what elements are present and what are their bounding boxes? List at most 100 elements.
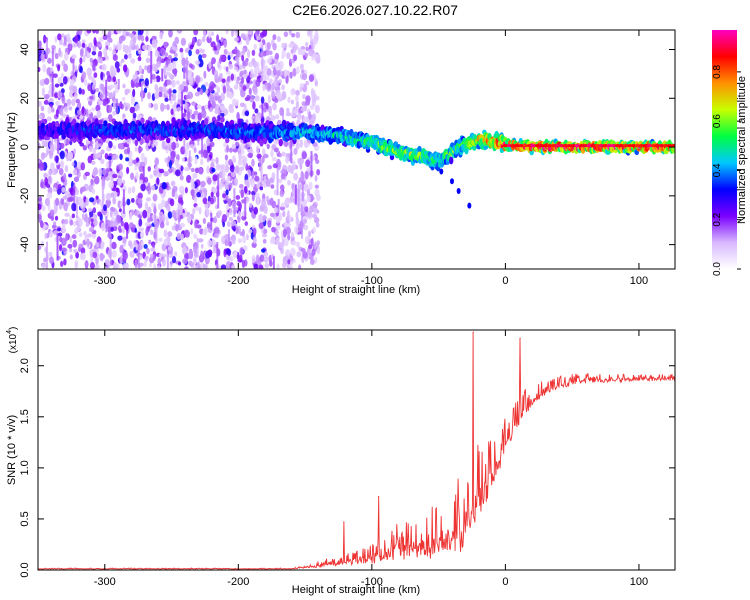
- spectrogram-noise-cell: [228, 63, 234, 70]
- spectrogram-noise-cell: [38, 100, 42, 107]
- spectrogram-noise-cell: [192, 207, 196, 215]
- spectrogram-noise-streak: [166, 254, 169, 269]
- spectrogram-noise-cell: [107, 114, 113, 123]
- spectrogram-noise-cell: [224, 109, 229, 115]
- spectrogram-noise-cell: [73, 160, 78, 169]
- spectrogram-noise-cell: [214, 108, 220, 115]
- spectrogram-noise-cell: [114, 191, 118, 197]
- spectrogram-noise-cell: [234, 37, 240, 42]
- spectrogram-noise-cell: [174, 191, 178, 200]
- spectrogram-noise-cell: [259, 254, 265, 262]
- spectrogram-noise-cell: [233, 66, 239, 71]
- spectrogram-noise-cell: [121, 58, 125, 63]
- spectrogram-noise-cell: [267, 220, 272, 228]
- spectrogram-noise-cell: [81, 213, 85, 221]
- spectrogram-noise-cell: [214, 96, 219, 101]
- spectrogram-noise-cell: [181, 157, 185, 162]
- spectrogram-noise-streak: [72, 59, 75, 77]
- spectrogram-noise-cell: [194, 167, 200, 174]
- spectrogram-noise-cell: [270, 149, 274, 158]
- spectrogram-noise-cell: [135, 44, 139, 52]
- spectrogram-noise-cell: [154, 49, 159, 57]
- snr-y-tick-label: 0.0: [19, 562, 31, 577]
- spectrogram-noise-cell: [140, 152, 145, 162]
- spectrogram-noise-cell: [299, 159, 304, 165]
- spectrogram-noise-cell: [260, 248, 266, 253]
- spectrogram-noise-cell: [283, 31, 289, 38]
- spectrogram-noise-cell: [127, 146, 131, 155]
- spectrogram-noise-cell: [163, 104, 168, 110]
- spectrogram-noise-cell: [156, 61, 161, 68]
- spectrogram-noise-cell: [271, 172, 276, 180]
- spectrogram-noise-cell: [296, 251, 302, 258]
- spectrogram-noise-cell: [263, 65, 269, 71]
- spectrogram-noise-cell: [72, 239, 78, 248]
- spectrogram-noise-cell: [147, 182, 151, 192]
- spectrogram-noise-cell: [264, 207, 268, 215]
- spectrogram-noise-cell: [108, 84, 115, 89]
- spectrogram-noise-cell: [174, 251, 178, 257]
- spectrogram-noise-cell: [252, 227, 257, 237]
- spectrogram-noise-cell: [269, 78, 273, 84]
- spectrogram-noise-cell: [72, 169, 78, 176]
- spectrogram-noise-cell: [134, 259, 138, 269]
- spectrogram-noise-cell: [290, 247, 296, 257]
- spectrogram-noise-cell: [81, 71, 87, 80]
- spectrogram-noise-cell: [264, 263, 270, 269]
- spectrogram-noise-cell: [130, 172, 135, 180]
- spectrogram-noise-cell: [75, 226, 81, 232]
- spectrogram-noise-cell: [61, 247, 67, 252]
- spectrogram-noise-cell: [145, 226, 149, 236]
- spectrogram-noise-cell: [54, 83, 60, 88]
- spectrogram-noise-cell: [95, 87, 100, 93]
- spectrogram-noise-cell: [75, 251, 79, 259]
- spectrogram-noise-cell: [272, 163, 279, 169]
- spectrogram-noise-cell: [274, 52, 280, 60]
- spectrogram-noise-cell: [259, 31, 266, 37]
- spectrogram-noise-cell: [254, 108, 259, 114]
- spectrogram-noise-cell: [41, 205, 46, 212]
- spectrogram-noise-cell: [112, 76, 116, 83]
- spectrogram-noise-cell: [100, 83, 105, 91]
- spectrogram-noise-cell: [183, 252, 190, 261]
- spectrogram-y-axis-label: Frequency (Hz): [6, 112, 18, 188]
- colorbar-gradient: [712, 30, 737, 269]
- spectrogram-noise-cell: [67, 151, 74, 160]
- snr-y-tick-label: 0.5: [19, 511, 31, 526]
- spectrogram-noise-cell: [117, 235, 123, 241]
- spectrogram-noise-cell: [94, 176, 100, 185]
- spectrogram-noise-cell: [180, 52, 184, 60]
- spectrogram-noise-cell: [189, 262, 195, 267]
- spectrogram-noise-cell: [274, 207, 279, 214]
- spectrogram-noise-cell: [222, 169, 226, 179]
- spectrogram-noise-cell: [228, 107, 235, 114]
- spectrogram-noise-cell: [297, 224, 302, 233]
- snr-x-tick-label: 0: [502, 576, 508, 588]
- spectrogram-noise-cell: [248, 229, 253, 234]
- spectrogram-noise-cell: [285, 52, 291, 60]
- spectrogram-noise-cell: [124, 54, 128, 60]
- spectrogram-noise-cell: [112, 196, 117, 205]
- spectrogram-noise-cell: [302, 117, 308, 123]
- spectrogram-noise-cell: [233, 177, 238, 186]
- spectrogram-ridge-cell: [225, 137, 230, 144]
- spectrogram-noise-cell: [69, 219, 74, 226]
- spectrogram-noise-cell: [201, 109, 207, 119]
- spectrogram-noise-cell: [310, 237, 314, 247]
- spectrogram-noise-cell: [139, 30, 144, 36]
- spectrogram-noise-cell: [271, 156, 277, 162]
- spectrogram-noise-cell: [49, 230, 54, 238]
- spectrogram-noise-cell: [272, 102, 277, 111]
- spectrogram-noise-cell: [63, 258, 67, 266]
- spectrogram-noise-cell: [247, 30, 253, 35]
- spectrogram-noise-cell: [212, 217, 218, 224]
- spectrogram-noise-cell: [254, 115, 261, 124]
- spectrogram-noise-cell: [118, 143, 124, 150]
- spectrogram-noise-cell: [312, 93, 318, 103]
- spectrogram-noise-cell: [138, 147, 142, 153]
- spectrogram-noise-cell: [187, 215, 192, 224]
- spectrogram-noise-cell: [138, 218, 143, 227]
- spectrogram-noise-cell: [276, 263, 280, 269]
- spectrogram-noise-cell: [286, 107, 290, 114]
